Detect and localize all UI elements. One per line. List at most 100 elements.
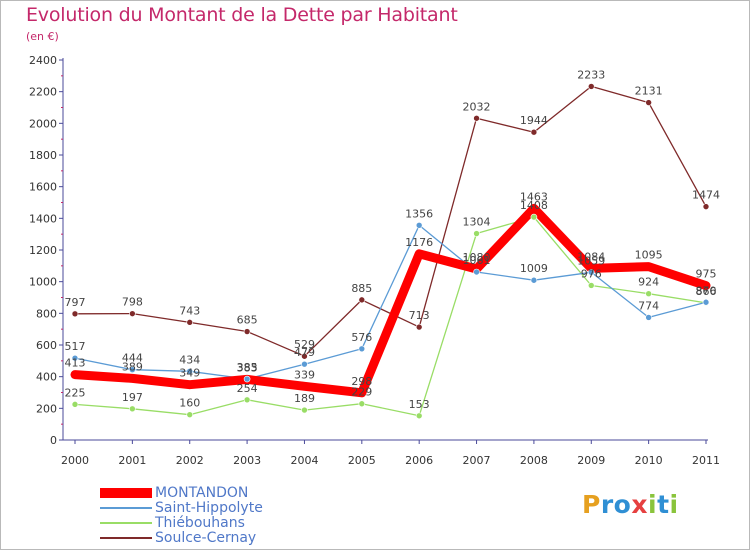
data-point [186,367,194,375]
data-label: 798 [122,296,143,309]
data-label: 189 [294,392,315,405]
data-label: 576 [351,331,372,344]
series-line-0 [70,203,711,398]
data-label: 298 [351,375,372,388]
legend-label-soulce-cernay: Soulce-Cernay [155,530,257,546]
y-tick-label: 1600 [29,181,57,194]
data-point [129,405,136,413]
data-point [301,406,308,414]
y-tick-label: 1400 [29,212,57,225]
data-label: 1009 [520,262,548,275]
data-label: 225 [65,386,86,399]
legend-swatch-saint-hippolyte [100,507,152,509]
data-label: 975 [696,268,717,281]
data-label: 444 [122,352,143,365]
data-label: 389 [122,360,143,373]
data-label: 385 [237,361,258,374]
legend-label-thiebouhans: Thiébouhans [155,515,245,531]
data-label: 413 [65,357,86,370]
x-tick-label: 2004 [290,454,318,467]
data-point [530,213,538,221]
data-label: 1463 [520,190,548,203]
x-tick-label: 2010 [635,454,663,467]
y-tick-label: 1800 [29,149,57,162]
data-label: 2131 [635,85,663,98]
data-label: 870 [696,284,717,297]
data-label: 479 [294,346,315,359]
x-tick-label: 2011 [692,454,720,467]
x-tick-label: 2002 [176,454,204,467]
chart-subtitle: (en €) [26,30,59,43]
data-label: 1059 [577,254,605,267]
data-point [358,400,366,408]
data-label: 517 [65,340,86,353]
data-point [301,352,308,360]
legend-label-saint-hippolyte: Saint-Hippolyte [155,500,263,516]
data-label: 1356 [405,207,433,220]
data-point [530,128,538,136]
data-point [71,354,79,362]
legend-swatch-montandon [100,488,152,498]
data-label: 2032 [463,100,491,113]
legend-item-thiebouhans: Thiébouhans [100,515,245,531]
data-label: 1176 [405,236,433,249]
data-label: 339 [294,368,315,381]
y-tick-label: 2400 [29,54,57,67]
proxiti-logo: Proxiti [582,490,679,519]
logo-letter: i [669,490,679,519]
data-label: 1408 [520,199,548,212]
data-point [645,314,652,321]
data-point [358,345,366,353]
logo-letter: i [648,490,658,519]
data-label: 434 [179,353,200,366]
data-point [243,375,251,383]
data-label: 254 [237,382,258,395]
x-tick-label: 2007 [463,454,491,467]
data-label: 866 [696,285,717,298]
data-point [301,360,308,368]
data-label: 1474 [692,189,720,202]
data-label: 685 [237,314,258,327]
legend-swatch-soulce-cernay [100,537,152,539]
data-point [530,276,538,284]
data-point [473,230,480,237]
data-point [702,298,710,306]
data-point [587,269,595,276]
data-label: 153 [409,398,430,411]
data-point [645,290,652,298]
x-tick-label: 2009 [577,454,605,467]
data-point [186,319,194,326]
data-point [129,310,136,317]
y-tick-label: 1000 [29,276,57,289]
y-tick-label: 800 [36,307,57,320]
y-tick-label: 200 [36,402,57,415]
data-label: 1944 [520,114,548,127]
data-point [415,412,423,420]
chart-title: Evolution du Montant de la Dette par Hab… [26,4,458,26]
y-tick-label: 600 [36,339,57,352]
x-tick-label: 2000 [61,454,89,467]
logo-letter: x [631,490,648,519]
data-point [702,203,710,210]
data-point [587,83,595,90]
y-tick-label: 2200 [29,86,57,99]
series-line-2 [74,216,707,417]
legend-item-saint-hippolyte: Saint-Hippolyte [100,500,263,516]
data-label: 1080 [463,251,491,264]
data-label: 885 [351,282,372,295]
data-label: 924 [638,276,659,289]
data-point [473,268,480,276]
x-tick-label: 2001 [118,454,146,467]
data-point [415,222,423,229]
logo-letter: t [657,490,670,519]
data-label: 1084 [577,250,605,263]
data-label: 797 [65,296,86,309]
data-label: 1304 [463,216,491,229]
legend-item-montandon: MONTANDON [100,485,248,501]
data-label: 2233 [577,68,605,81]
data-point [415,323,423,331]
data-point [473,114,480,122]
data-label: 349 [179,367,200,380]
